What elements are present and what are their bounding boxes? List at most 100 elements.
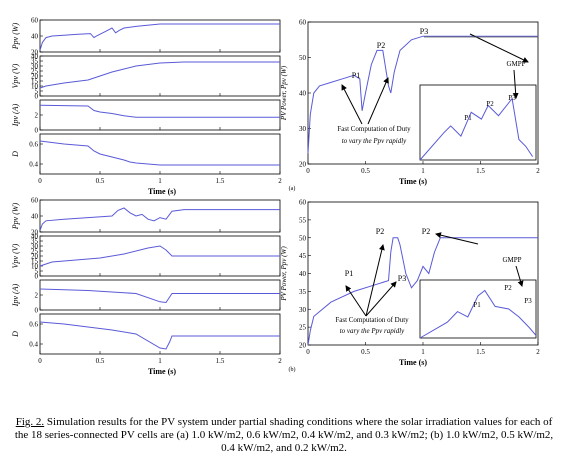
b-right-annotation: Fast Computation of Duty (335, 316, 409, 324)
b-left-subplot-0-axes (39, 199, 281, 233)
b-left-subplot-3-ytick-label: 0.4 (29, 341, 38, 349)
a-right-ytick-label: 50 (299, 54, 307, 62)
b-right-annotation: P2 (376, 227, 384, 236)
a-left-subplot-1-ytick-label: 30 (31, 63, 39, 71)
b-left-xlabel: Time (s) (148, 367, 176, 376)
b-left-subplot-3-xtick-label: 1 (158, 357, 162, 365)
b-left-subplot-1-ytick-label: 40 (31, 233, 39, 241)
b-left-subplot-2-axes (39, 279, 281, 311)
a-right-xtick-label: 0.5 (361, 167, 370, 175)
a-left-subplot-2-ytick-label: 2 (35, 112, 39, 120)
b-left-subplot-3-ytick-label: 0.6 (29, 321, 38, 329)
a-left-subplot-1-ytick-label: 40 (31, 53, 39, 61)
a-left-subplot-3-xtick-label: 2 (278, 177, 282, 185)
b-right-arrow (365, 281, 397, 317)
b-left-subplot-0-ytick-label: 20 (31, 229, 39, 237)
b-right-annotation: P3 (398, 274, 406, 283)
b-left-subplot-1-ytick-label: 25 (31, 248, 39, 256)
b-right-arrow (345, 285, 367, 317)
a-left-subplot-1-series (39, 61, 280, 89)
a-right-annotation: P3 (420, 27, 428, 36)
b-left-subplot-2-series (39, 288, 280, 304)
b-left-subplot-3-xtick-label: 0.5 (96, 357, 105, 365)
b-left-subplot-1-ytick-label: 5 (35, 268, 39, 276)
a-left-subplot-3-xtick-label: 0 (38, 177, 42, 185)
b-left-subplot-0-ytick-label: 40 (31, 213, 39, 221)
b-left-subplot-2-ytick-label: 2 (35, 292, 39, 300)
a-right-arrow (341, 84, 363, 125)
a-right-panel-label: (a) (289, 185, 296, 192)
a-left-subplot-0-series (39, 23, 280, 51)
b-left-subplot-1-ytick-label: 15 (31, 258, 39, 266)
b-right-inset-series (419, 289, 537, 339)
a-left-subplot-1-ytick-label: 20 (31, 73, 39, 81)
b-right-xtick-label: 1 (421, 348, 425, 356)
a-right-inset-series (419, 97, 534, 161)
a-left-subplot-3-series (39, 140, 280, 166)
a-left-subplot-3-xtick-label: 0.5 (96, 177, 105, 185)
a-left-subplot-0-ytick-label: 40 (31, 33, 39, 41)
b-left-subplot-1-ytick-label: 30 (31, 243, 39, 251)
b-left-subplot-1-ytick-label: 20 (31, 253, 39, 261)
b-left-subplot-0-ylabel: Ppv (W) (11, 202, 20, 230)
a-left-subplot-2-series (39, 104, 280, 118)
b-left-subplot-1-series (39, 245, 280, 267)
a-right-ytick-label: 30 (299, 125, 307, 133)
a-left-subplot-2-axes (39, 99, 281, 131)
a-right-ytick-label: 40 (299, 90, 307, 98)
a-left-subplot-0-axes (39, 19, 281, 53)
b-right-ytick-label: 45 (299, 252, 307, 260)
a-left-subplot-2-ylabel: Ipv (A) (11, 103, 20, 127)
b-left-subplot-2-ytick-label: 0 (35, 307, 39, 315)
b-right-inset-label: P2 (504, 284, 512, 292)
b-right-xtick-label: 0.5 (361, 348, 370, 356)
b-right-inset-label: P3 (524, 297, 532, 305)
b-left-subplot-1-ytick-label: 35 (31, 238, 39, 246)
a-left-subplot-3-xtick-label: 1.5 (216, 177, 225, 185)
a-right-ylabel: PV Power, Ppv (W) (280, 65, 288, 121)
b-left-subplot-1-ytick-label: 10 (31, 263, 39, 271)
a-right-arrow (469, 33, 529, 63)
caption-text: Simulation results for the PV system und… (14, 416, 554, 454)
b-right-inset-axes (419, 279, 537, 339)
a-right-inset-label: P2 (486, 100, 494, 108)
b-right-ytick-label: 25 (299, 324, 307, 332)
b-left-subplot-2-ylabel: Ipv (A) (11, 283, 20, 307)
a-right-inset-axes (419, 84, 537, 161)
figure-caption: Fig. 2. Simulation results for the PV sy… (14, 416, 554, 455)
a-left-subplot-1-ytick-label: 35 (31, 58, 39, 66)
b-left-subplot-0-series (39, 207, 280, 231)
a-right-xtick-label: 1.5 (476, 167, 485, 175)
b-right-xtick-label: 2 (536, 348, 540, 356)
b-left-subplot-3-xtick-label: 0 (38, 357, 42, 365)
a-left-subplot-1-ylabel: Vpv (V) (11, 63, 20, 88)
b-right-ytick-label: 20 (299, 342, 307, 350)
a-left-subplot-0-ytick-label: 60 (31, 17, 39, 25)
b-left-subplot-3-ylabel: D (11, 331, 20, 338)
b-right-annotation: GMPP (502, 256, 521, 264)
b-right-annotation: to vary the Ppv rapidly (340, 327, 405, 335)
a-right-xtick-label: 0 (306, 167, 310, 175)
b-left-subplot-0-ytick-label: 60 (31, 197, 39, 205)
a-right-arrow (367, 77, 389, 125)
b-right-inset-label: P1 (473, 301, 481, 309)
b-right-xlabel: Time (s) (399, 358, 427, 367)
a-left-subplot-1-ytick-label: 25 (31, 68, 39, 76)
a-right-annotation: P2 (377, 41, 385, 50)
a-left-subplot-1-ytick-label: 0 (35, 93, 39, 101)
a-right-ytick-label: 20 (299, 161, 307, 169)
b-right-ytick-label: 60 (299, 199, 307, 207)
a-right-annotation: Fast Computation of Duty (337, 125, 411, 133)
b-left-subplot-3-series (39, 321, 280, 350)
a-left-subplot-3-axes (39, 133, 281, 175)
b-right-ytick-label: 30 (299, 306, 307, 314)
b-right-annotation: P2 (422, 227, 430, 236)
a-left-subplot-1-ytick-label: 15 (31, 78, 39, 86)
b-right-ytick-label: 35 (299, 288, 307, 296)
a-left-subplot-3-ylabel: D (11, 151, 20, 158)
b-right-series (307, 237, 538, 346)
b-left-subplot-3-xtick-label: 1.5 (216, 357, 225, 365)
a-left-subplot-2-ytick-label: 0 (35, 127, 39, 135)
a-left-xlabel: Time (s) (148, 187, 176, 196)
